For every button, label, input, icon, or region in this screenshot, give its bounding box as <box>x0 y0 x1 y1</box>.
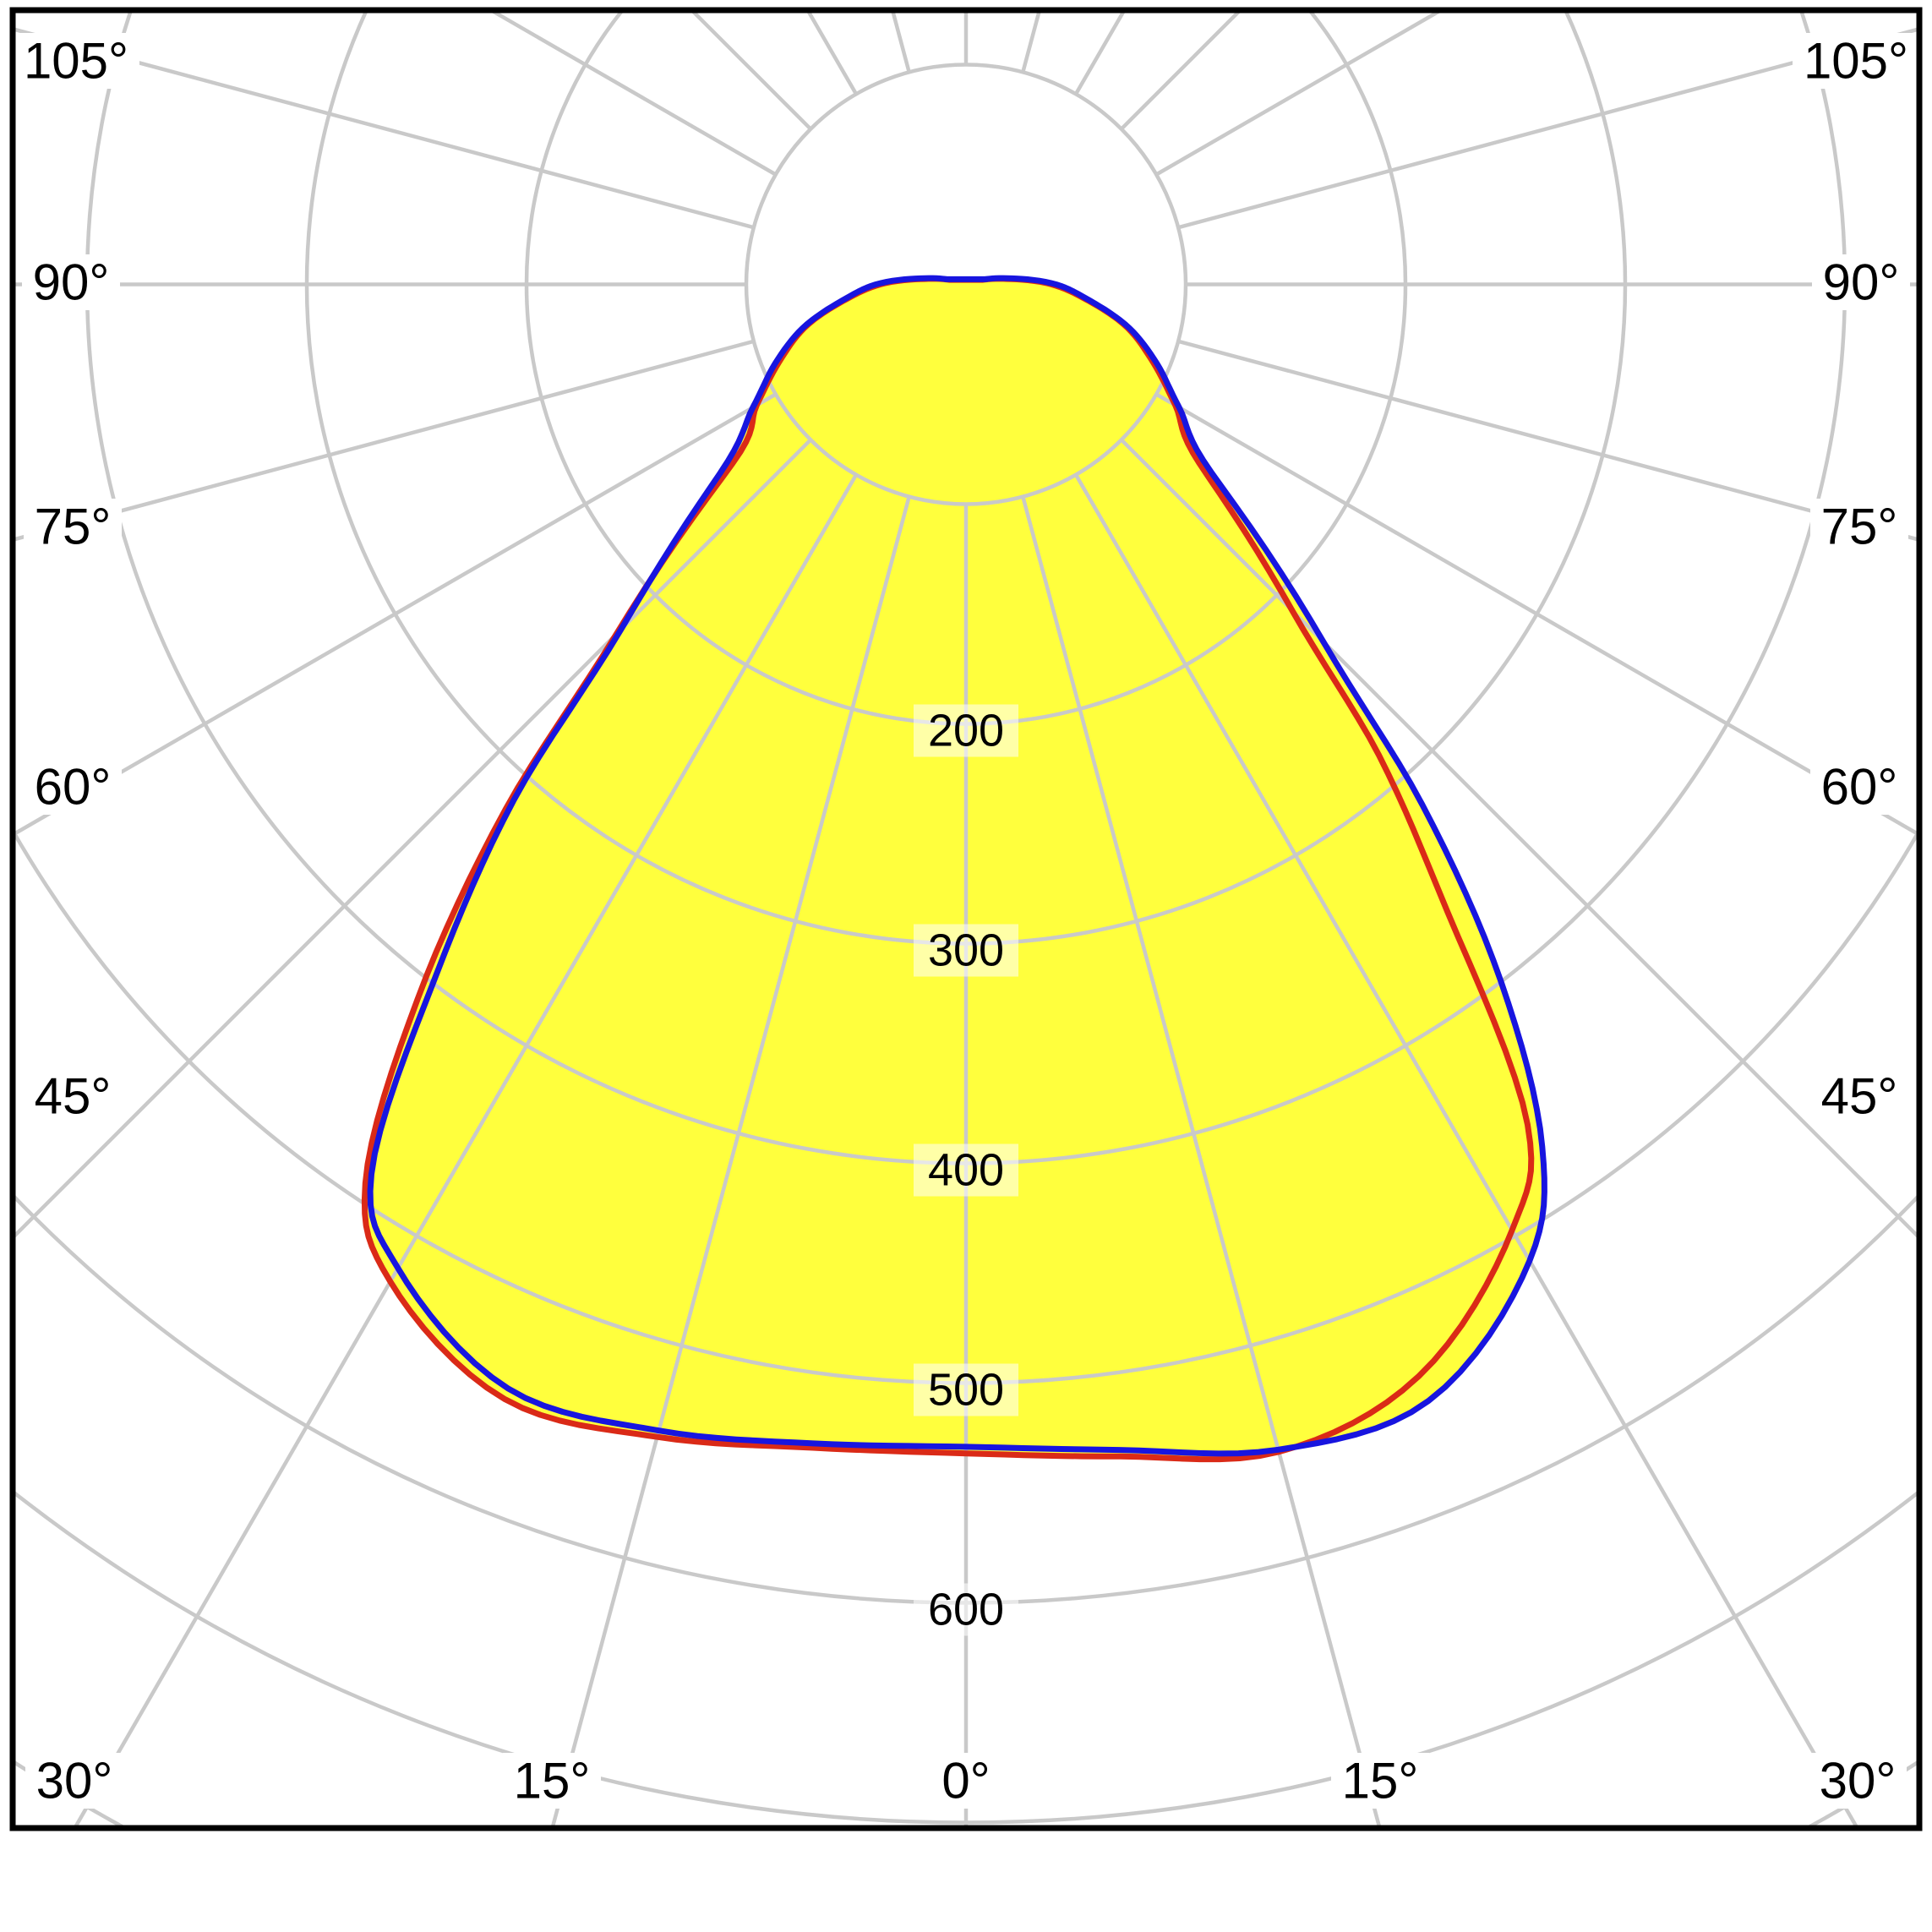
angle-label-halo <box>24 1068 122 1124</box>
angle-label-halo <box>24 499 122 554</box>
angle-label-halo <box>1810 759 1908 815</box>
grid-radial-45deg <box>1120 438 1919 1241</box>
angle-label-bottom-30: 30° <box>36 1753 113 1809</box>
radius-label-halo <box>914 704 1018 757</box>
angle-labels: 105° 90° 75° 60° 45° 105° 90° 75° 60° 45° 30° 15° 0°… <box>13 33 1919 1809</box>
radius-label-200: 200 <box>928 706 1004 756</box>
angle-label-right-105: 105° <box>1804 33 1908 90</box>
grid-radial-315deg <box>13 438 812 1241</box>
radius-label-halo <box>914 1583 1018 1636</box>
angle-label-bottom-15: 15° <box>514 1753 591 1809</box>
angle-label-right-90: 90° <box>1823 254 1900 311</box>
radius-label-500: 500 <box>928 1365 1004 1416</box>
radius-label-600: 600 <box>928 1585 1004 1635</box>
angle-label-halo <box>1810 499 1908 554</box>
radius-label-halo <box>914 924 1018 977</box>
intensity-curve-blue <box>367 275 1547 1457</box>
grid-radial-345deg <box>550 496 911 1828</box>
angle-label-left-45: 45° <box>35 1068 112 1125</box>
angle-label-halo <box>1810 1068 1908 1124</box>
radius-label-300: 300 <box>928 925 1004 976</box>
angle-label-left-90: 90° <box>33 254 110 311</box>
angle-label-left-60: 60° <box>35 759 112 816</box>
angle-label-bottom-15: 15° <box>1342 1753 1419 1809</box>
angle-label-left-105: 105° <box>24 33 128 90</box>
angle-label-halo <box>1812 254 1910 310</box>
angle-label-halo <box>1331 1753 1429 1809</box>
radius-labels: 200 300 400 500 600 <box>914 704 1018 1636</box>
grid-radial-285deg <box>13 339 755 543</box>
angle-label-halo <box>503 1753 601 1809</box>
angle-label-halo <box>1793 33 1919 89</box>
plot-border <box>9 7 1923 1831</box>
angle-label-right-60: 60° <box>1821 759 1898 816</box>
grid-radial-255deg <box>13 26 755 230</box>
angle-label-bottom-0: 0° <box>941 1753 990 1809</box>
angle-label-right-75: 75° <box>1821 499 1898 555</box>
radius-label-halo <box>914 1363 1018 1416</box>
grid-radial-330deg <box>72 473 858 1828</box>
angle-label-halo <box>25 1753 123 1809</box>
radius-label-halo <box>914 1143 1018 1197</box>
grid-radial-300deg <box>13 392 777 838</box>
angle-label-left-75: 75° <box>35 499 112 555</box>
angle-label-bottom-30: 30° <box>1820 1753 1897 1809</box>
radius-label-400: 400 <box>928 1145 1004 1196</box>
grid-radial-105deg <box>1177 26 1919 230</box>
intensity-fill-blue <box>370 278 1545 1454</box>
angle-label-right-45: 45° <box>1821 1068 1898 1125</box>
angle-label-halo <box>24 759 122 815</box>
grid-radial-30deg <box>1074 473 1860 1828</box>
angle-label-halo <box>1809 1753 1907 1809</box>
grid-radial-75deg <box>1177 339 1919 543</box>
grid-radial-60deg <box>1155 392 1919 838</box>
angle-label-halo <box>13 33 139 89</box>
angle-label-halo <box>931 1753 1001 1809</box>
angle-label-halo <box>22 254 120 310</box>
grid-radial-15deg <box>1021 496 1382 1828</box>
